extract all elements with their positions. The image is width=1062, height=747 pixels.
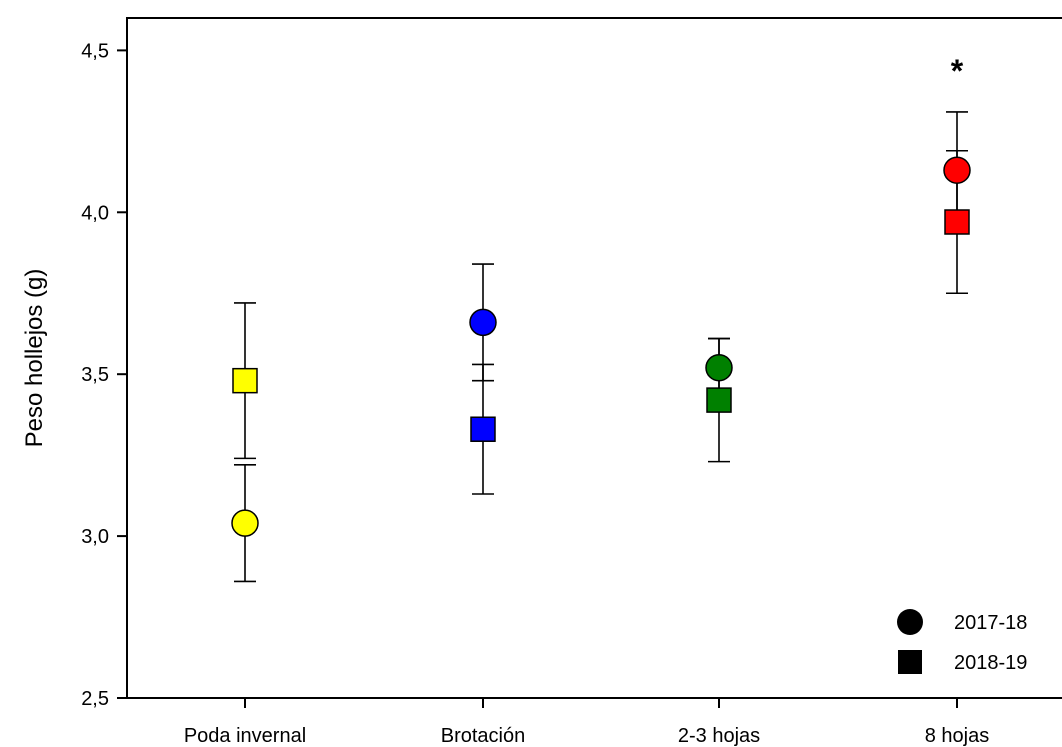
data-point-square bbox=[706, 387, 732, 413]
x-axis: Poda invernal Brotación 2-3 hojas 8 hojas bbox=[184, 698, 989, 747]
data-point-circle bbox=[231, 509, 259, 537]
y-tick-label: 3,5 bbox=[81, 364, 109, 386]
x-tick-label: Brotación bbox=[441, 725, 526, 747]
y-tick-label: 4,0 bbox=[81, 202, 109, 224]
y-axis-title: Peso hollejos (g) bbox=[21, 269, 48, 448]
legend-marker-circle bbox=[897, 609, 923, 635]
legend-label: 2018-19 bbox=[954, 652, 1027, 674]
data-point-circle bbox=[705, 353, 733, 382]
plot-frame bbox=[126, 17, 1062, 699]
y-tick-label: 2,5 bbox=[81, 688, 109, 710]
legend-label: 2017-18 bbox=[954, 612, 1027, 634]
data-marks bbox=[231, 111, 971, 583]
annotations: * bbox=[951, 53, 964, 89]
data-point-square bbox=[470, 416, 496, 442]
x-tick-label: 8 hojas bbox=[925, 725, 990, 747]
data-point-square bbox=[232, 367, 258, 394]
y-axis: 2,5 3,0 3,5 4,0 4,5 bbox=[81, 40, 127, 710]
x-tick-label: Poda invernal bbox=[184, 725, 306, 747]
data-point-square bbox=[944, 209, 970, 235]
data-point-circle bbox=[943, 156, 971, 184]
x-tick-label: 2-3 hojas bbox=[678, 725, 760, 747]
significance-marker: * bbox=[951, 53, 964, 89]
y-tick-label: 3,0 bbox=[81, 526, 109, 548]
data-point-circle bbox=[469, 308, 497, 337]
legend: 2017-18 2018-19 bbox=[897, 609, 1027, 674]
legend-marker-square bbox=[898, 650, 922, 674]
y-tick-label: 4,5 bbox=[81, 40, 109, 62]
